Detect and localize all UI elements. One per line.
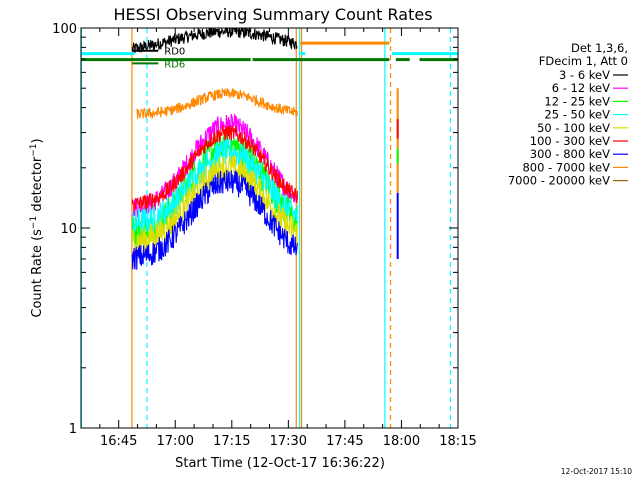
legend-entry-6: 300 - 800 keV xyxy=(530,147,610,161)
series-line-4 xyxy=(131,155,298,257)
series-line-0 xyxy=(131,28,298,53)
state-bars xyxy=(81,41,458,62)
legend-entry-3: 25 - 50 keV xyxy=(544,108,610,122)
legend-entry-0: 3 - 6 keV xyxy=(559,68,610,82)
x-tick-label-6: 18:15 xyxy=(439,434,476,449)
legend-header-line1: Det 1,3,6, xyxy=(571,41,628,55)
y-tick-label-1: 10 xyxy=(60,222,77,237)
legend-entry-7: 800 - 7000 keV xyxy=(522,160,610,174)
legend-entry-1: 6 - 12 keV xyxy=(552,81,610,95)
series-line-5 xyxy=(131,125,298,211)
y-tick-label-2: 100 xyxy=(52,22,77,37)
x-tick-label-5: 18:00 xyxy=(383,434,420,449)
x-tick-label-0: 16:45 xyxy=(100,434,137,449)
y-axis-label: Count Rate (s−1 detector−1) xyxy=(29,138,45,317)
series-line-6 xyxy=(131,169,298,270)
legend-entry-8: 7000 - 20000 keV xyxy=(508,174,610,188)
x-tick-label-4: 17:45 xyxy=(326,434,363,449)
y-tick-label-0: 1 xyxy=(69,422,77,437)
y-axis-ticks: 1 10 100 xyxy=(52,22,458,437)
series-group xyxy=(131,28,298,270)
x-axis-ticks: 16:45 17:00 17:15 17:30 17:45 18:00 18:15 xyxy=(80,28,477,449)
x-axis-label: Start Time (12-Oct-17 16:36:22) xyxy=(175,456,385,471)
x-tick-label-3: 17:30 xyxy=(270,434,307,449)
series-line-3 xyxy=(131,135,298,235)
legend-header-line2: FDecim 1, Att 0 xyxy=(539,54,628,68)
chart-title: HESSI Observing Summary Count Rates xyxy=(113,5,432,24)
x-tick-label-1: 17:00 xyxy=(157,434,194,449)
x-tick-label-2: 17:15 xyxy=(213,434,250,449)
legend-entry-2: 12 - 25 keV xyxy=(544,94,610,108)
legend-entry-4: 50 - 100 keV xyxy=(537,121,610,135)
flag-label-0: RD0 xyxy=(164,47,185,58)
footer-timestamp: 12-Oct-2017 15:10 xyxy=(561,467,632,476)
series-line-7 xyxy=(136,88,298,120)
flag-label-1: RD6 xyxy=(164,59,185,70)
legend-entry-5: 100 - 300 keV xyxy=(530,134,610,148)
